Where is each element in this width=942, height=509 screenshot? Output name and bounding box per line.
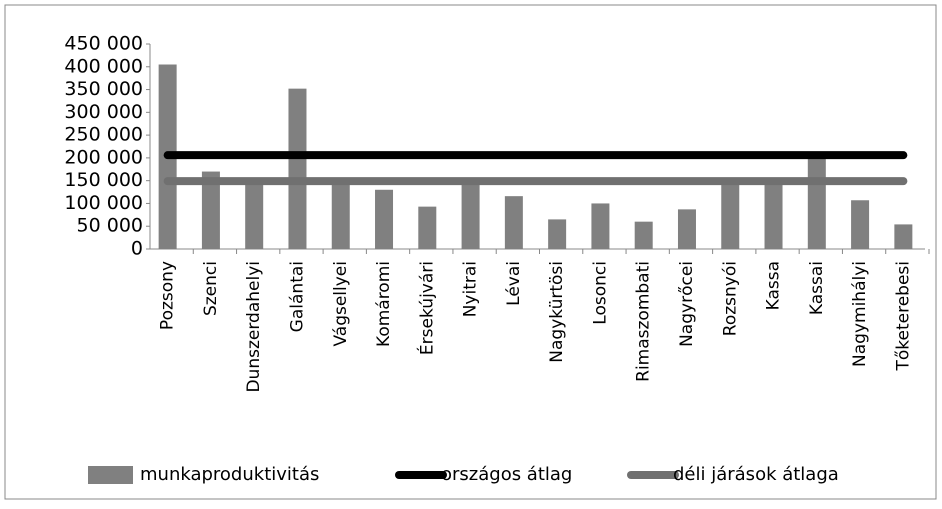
bar [245,181,264,249]
x-tick-label: Kassa [764,261,784,310]
legend-label: országos átlag [441,464,572,485]
x-tick-label: Pozsony [158,261,178,330]
bar [375,189,394,249]
y-tick-label: 0 [131,238,143,260]
legend-label: déli járások átlaga [673,464,839,485]
bar [591,203,610,249]
bar [418,206,437,249]
x-tick-label: Nyitrai [461,261,481,317]
x-tick-label: Kassai [807,261,827,315]
bar [894,224,913,249]
chart-frame [4,4,937,500]
y-tick-label: 250 000 [64,124,143,146]
x-tick-label: Galántai [287,261,307,332]
x-tick-label: Komáromi [374,261,394,347]
bar [807,154,826,249]
bar [288,88,307,250]
bar [634,221,653,249]
bar [851,200,870,249]
x-tick-label: Rimaszombati [634,261,654,382]
bar [764,182,783,249]
y-tick-label: 400 000 [64,55,143,77]
x-tick-label: Nagykürtösi [547,261,567,363]
x-tick-label: Nagyrőcei [677,261,697,347]
bar [677,209,696,249]
x-tick-label: Rozsnyói [720,261,740,336]
x-tick-label: Tőketerebesi [893,261,913,372]
x-tick-label: Lévai [504,261,524,306]
bar [721,181,740,249]
x-tick-label: Nagymihályi [850,261,870,367]
bar [331,182,350,249]
y-tick-label: 450 000 [64,33,143,55]
y-tick-label: 350 000 [64,78,143,100]
x-tick-label: Szenci [201,261,221,316]
x-tick-label: Vágsellyei [331,261,351,347]
bar [201,171,220,249]
y-tick-label: 50 000 [77,215,143,237]
x-tick-label: Dunszerdahelyi [244,261,264,393]
y-tick-label: 200 000 [64,146,143,168]
bar [548,219,567,249]
y-tick-label: 300 000 [64,101,143,123]
legend-swatch [88,466,133,484]
x-tick-label: Losonci [590,261,610,325]
y-tick-label: 150 000 [64,169,143,191]
x-tick-label: Érsekújvári [415,261,437,355]
legend-label: munkaproduktivitás [140,464,319,485]
bar [504,196,523,249]
y-tick-label: 100 000 [64,192,143,214]
bar [461,184,480,249]
